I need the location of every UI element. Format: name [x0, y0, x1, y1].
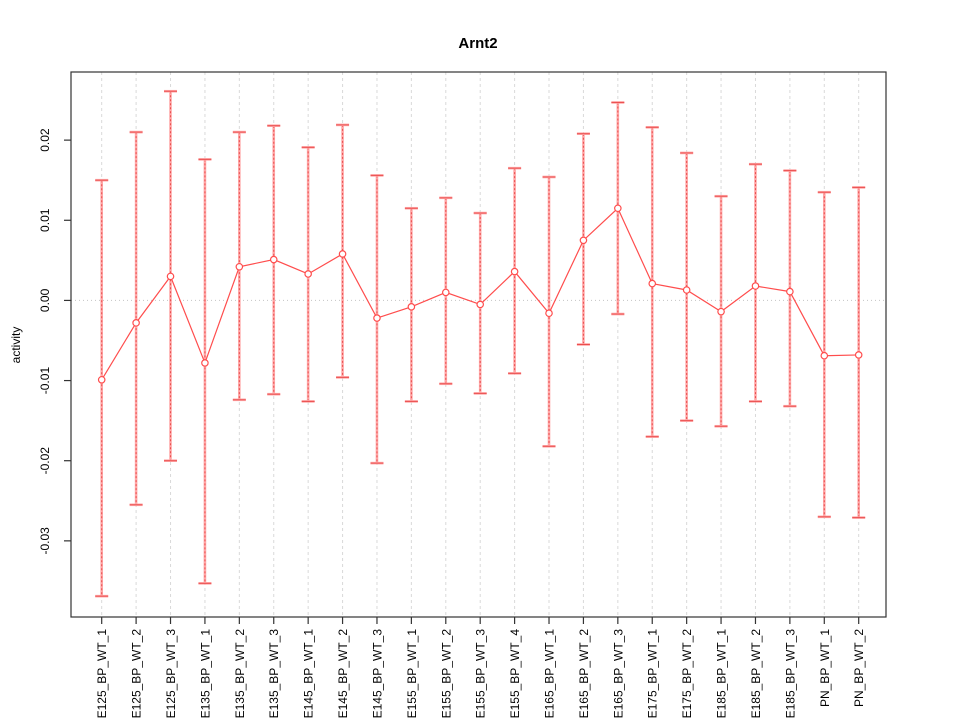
x-category-label: E155_BP_WT_3 [474, 629, 488, 719]
x-category-label: E125_BP_WT_3 [164, 629, 178, 719]
x-category-label: E135_BP_WT_3 [267, 629, 281, 719]
x-category-label: E145_BP_WT_2 [336, 629, 350, 719]
chart-title: Arnt2 [458, 35, 497, 52]
data-point [648, 279, 657, 288]
y-axis-label: activity [9, 327, 23, 364]
chart-layer: -0.03 -0.02 -0.01 0.00 0.01 0.02 E125_BP_WT_1 E… [38, 71, 887, 719]
x-category-label: E125_BP_WT_2 [130, 629, 144, 719]
x-category-label: E155_BP_WT_4 [508, 629, 522, 719]
data-point [510, 267, 519, 276]
plot-frame [70, 71, 887, 618]
x-category-label: E165_BP_WT_1 [543, 629, 557, 719]
y-tick-label: 0.02 [38, 128, 52, 152]
data-point [545, 309, 553, 318]
data-point [201, 359, 209, 367]
data-point [407, 303, 416, 311]
data-point [476, 300, 484, 309]
x-category-label: PN_BP_WT_1 [818, 629, 832, 707]
data-point [854, 351, 863, 359]
x-category-label: E135_BP_WT_2 [233, 629, 247, 719]
y-tick-label: -0.02 [38, 447, 52, 475]
data-point [820, 351, 829, 360]
y-tick-label: 0.01 [38, 208, 52, 232]
data-point [132, 319, 140, 327]
y-tick-label: -0.03 [38, 527, 52, 555]
data-point [717, 307, 725, 316]
data-point [579, 236, 588, 245]
data-point [682, 286, 691, 294]
x-category-label: E165_BP_WT_2 [577, 629, 591, 719]
data-point [304, 270, 312, 278]
data-point [338, 250, 347, 258]
y-tick-label: -0.01 [38, 367, 52, 395]
data-point [166, 272, 175, 281]
x-category-label: E185_BP_WT_3 [783, 629, 797, 719]
data-point [786, 287, 794, 296]
x-category-label: E145_BP_WT_3 [370, 629, 384, 719]
x-category-label: E155_BP_WT_1 [405, 629, 419, 719]
x-category-label: E125_BP_WT_1 [95, 629, 109, 719]
x-category-label: E175_BP_WT_1 [646, 629, 660, 719]
data-point [751, 282, 760, 290]
data-point [373, 314, 381, 322]
data-point [614, 204, 622, 213]
data-point [235, 262, 244, 271]
x-category-label: E185_BP_WT_2 [749, 629, 763, 719]
x-category-label: PN_BP_WT_2 [852, 629, 866, 707]
x-category-label: E145_BP_WT_1 [302, 629, 316, 719]
x-category-label: E185_BP_WT_1 [715, 629, 729, 719]
data-point [97, 375, 106, 384]
data-point [269, 255, 278, 264]
x-category-label: E135_BP_WT_1 [198, 629, 212, 719]
x-category-label: E155_BP_WT_2 [439, 629, 453, 719]
y-tick-label: 0.00 [38, 288, 52, 312]
x-category-label: E175_BP_WT_2 [680, 629, 694, 719]
data-point [441, 288, 450, 297]
x-category-label: E165_BP_WT_3 [611, 629, 625, 719]
